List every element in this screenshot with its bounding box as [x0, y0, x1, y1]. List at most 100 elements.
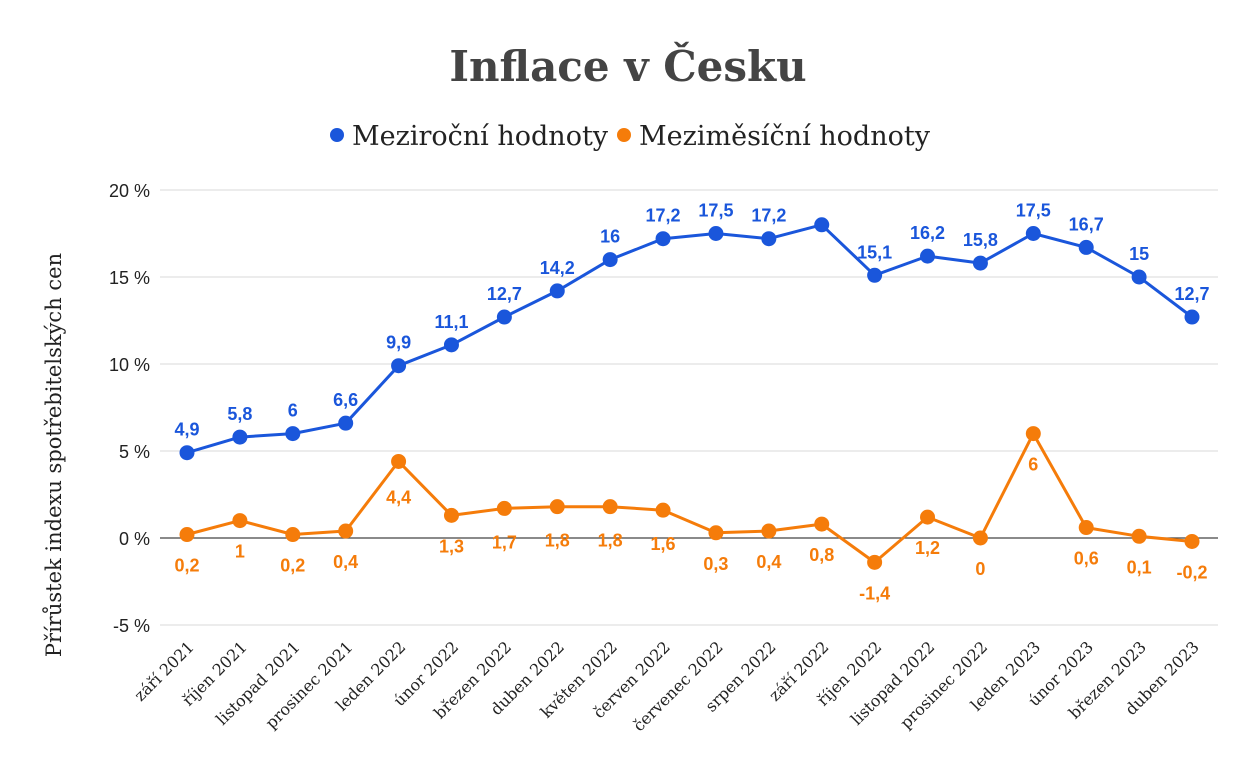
data-point-yoy — [496, 309, 512, 325]
legend-label-mom: Meziměsíční hodnoty — [639, 121, 931, 152]
data-point-mom — [549, 499, 565, 515]
data-label-yoy: 15,1 — [857, 242, 892, 262]
data-point-mom — [496, 500, 512, 516]
data-label-yoy: 12,7 — [1174, 284, 1209, 304]
gridlines — [160, 189, 1218, 626]
legend: Meziroční hodnoty Meziměsíční hodnoty — [330, 121, 931, 152]
data-point-mom — [761, 523, 777, 539]
data-label-mom: -1,4 — [859, 583, 890, 603]
data-label-mom: 0,3 — [703, 554, 728, 574]
y-tick-label: 20 % — [109, 181, 150, 201]
data-point-mom — [443, 507, 459, 523]
series-layer — [179, 217, 1200, 570]
data-label-mom: 1,2 — [915, 538, 940, 558]
data-point-mom — [391, 453, 407, 469]
data-point-yoy — [232, 429, 248, 445]
data-label-mom: -0,2 — [1176, 562, 1207, 582]
data-label-mom: 1,3 — [439, 536, 464, 556]
data-label-mom: 0,2 — [174, 556, 199, 576]
data-point-yoy — [814, 217, 830, 233]
data-label-mom: 6 — [1028, 455, 1038, 475]
data-point-yoy — [972, 255, 988, 271]
data-point-yoy — [338, 415, 354, 431]
data-point-yoy — [655, 231, 671, 247]
data-point-mom — [1184, 533, 1200, 549]
data-point-mom — [602, 499, 618, 515]
data-label-yoy: 14,2 — [540, 258, 575, 278]
data-point-yoy — [761, 231, 777, 247]
data-label-mom: 0,8 — [809, 545, 834, 565]
data-label-yoy: 16,2 — [910, 223, 945, 243]
data-label-yoy: 11,1 — [434, 312, 468, 332]
y-axis-label: Přírůstek indexu spotřebitelských cen — [42, 253, 66, 657]
data-point-mom — [285, 527, 301, 543]
y-tick-label: 15 % — [109, 268, 150, 288]
data-label-yoy: 15 — [1129, 244, 1149, 264]
data-point-yoy — [920, 248, 936, 264]
data-point-yoy — [179, 445, 195, 461]
data-point-mom — [1078, 520, 1094, 536]
data-label-mom: 0,6 — [1074, 549, 1099, 569]
data-label-yoy: 9,9 — [386, 333, 411, 353]
data-point-mom — [867, 554, 883, 570]
data-point-mom — [1131, 528, 1147, 544]
data-label-yoy: 16 — [600, 227, 620, 247]
chart-title: Inflace v Česku — [449, 41, 806, 91]
data-point-mom — [338, 523, 354, 539]
y-tick-labels: 20 % 15 % 10 % 5 % 0 % -5 % — [109, 181, 150, 636]
data-label-mom: 0 — [975, 559, 985, 579]
series-line-yoy — [186, 223, 1193, 455]
y-tick-label: 0 % — [119, 529, 150, 549]
data-point-mom — [232, 513, 248, 529]
data-point-mom — [655, 502, 671, 518]
y-tick-label: -5 % — [113, 616, 150, 636]
data-point-yoy — [391, 358, 407, 374]
data-label-yoy: 17,5 — [1016, 201, 1051, 221]
y-tick-label: 10 % — [109, 355, 150, 375]
data-label-mom: 1 — [235, 542, 245, 562]
data-label-yoy: 17,2 — [646, 206, 681, 226]
data-point-yoy — [1131, 269, 1147, 285]
y-tick-label: 5 % — [119, 442, 150, 462]
data-label-mom: 4,4 — [386, 487, 411, 507]
data-point-yoy — [602, 252, 618, 268]
data-label-yoy: 17,5 — [698, 201, 733, 221]
legend-marker-mom — [617, 128, 631, 142]
data-point-mom — [179, 527, 195, 543]
data-point-yoy — [1184, 309, 1200, 325]
data-point-mom — [814, 516, 830, 532]
data-point-yoy — [867, 267, 883, 283]
data-label-yoy: 17,2 — [751, 206, 786, 226]
data-label-mom: 1,8 — [545, 531, 570, 551]
data-point-yoy — [549, 283, 565, 299]
data-label-mom: 0,1 — [1127, 557, 1152, 577]
data-point-yoy — [1025, 226, 1041, 241]
data-label-yoy: 15,8 — [963, 230, 998, 250]
data-point-mom — [1025, 426, 1041, 442]
legend-marker-yoy — [330, 128, 344, 142]
data-label-yoy: 4,9 — [174, 420, 199, 440]
data-label-mom: 1,6 — [651, 534, 676, 554]
data-point-yoy — [708, 226, 724, 241]
data-point-yoy — [443, 337, 459, 353]
data-point-yoy — [1078, 239, 1094, 255]
data-point-yoy — [285, 426, 301, 442]
data-label-mom: 1,8 — [598, 531, 623, 551]
data-label-mom: 1,7 — [492, 532, 517, 552]
data-point-mom — [920, 509, 936, 525]
data-label-yoy: 16,7 — [1069, 214, 1104, 234]
data-label-yoy: 5,8 — [227, 404, 252, 424]
data-label-yoy: 6 — [288, 401, 298, 421]
data-label-yoy: 12,7 — [487, 284, 522, 304]
data-label-mom: 0,4 — [756, 552, 781, 572]
data-point-mom — [972, 530, 988, 546]
x-tick-label: červenec 2022 — [629, 637, 727, 735]
series-line-mom — [186, 432, 1193, 564]
data-label-mom: 0,4 — [333, 552, 358, 572]
data-point-mom — [708, 525, 724, 541]
data-label-mom: 0,2 — [280, 556, 305, 576]
legend-label-yoy: Meziroční hodnoty — [352, 121, 609, 152]
